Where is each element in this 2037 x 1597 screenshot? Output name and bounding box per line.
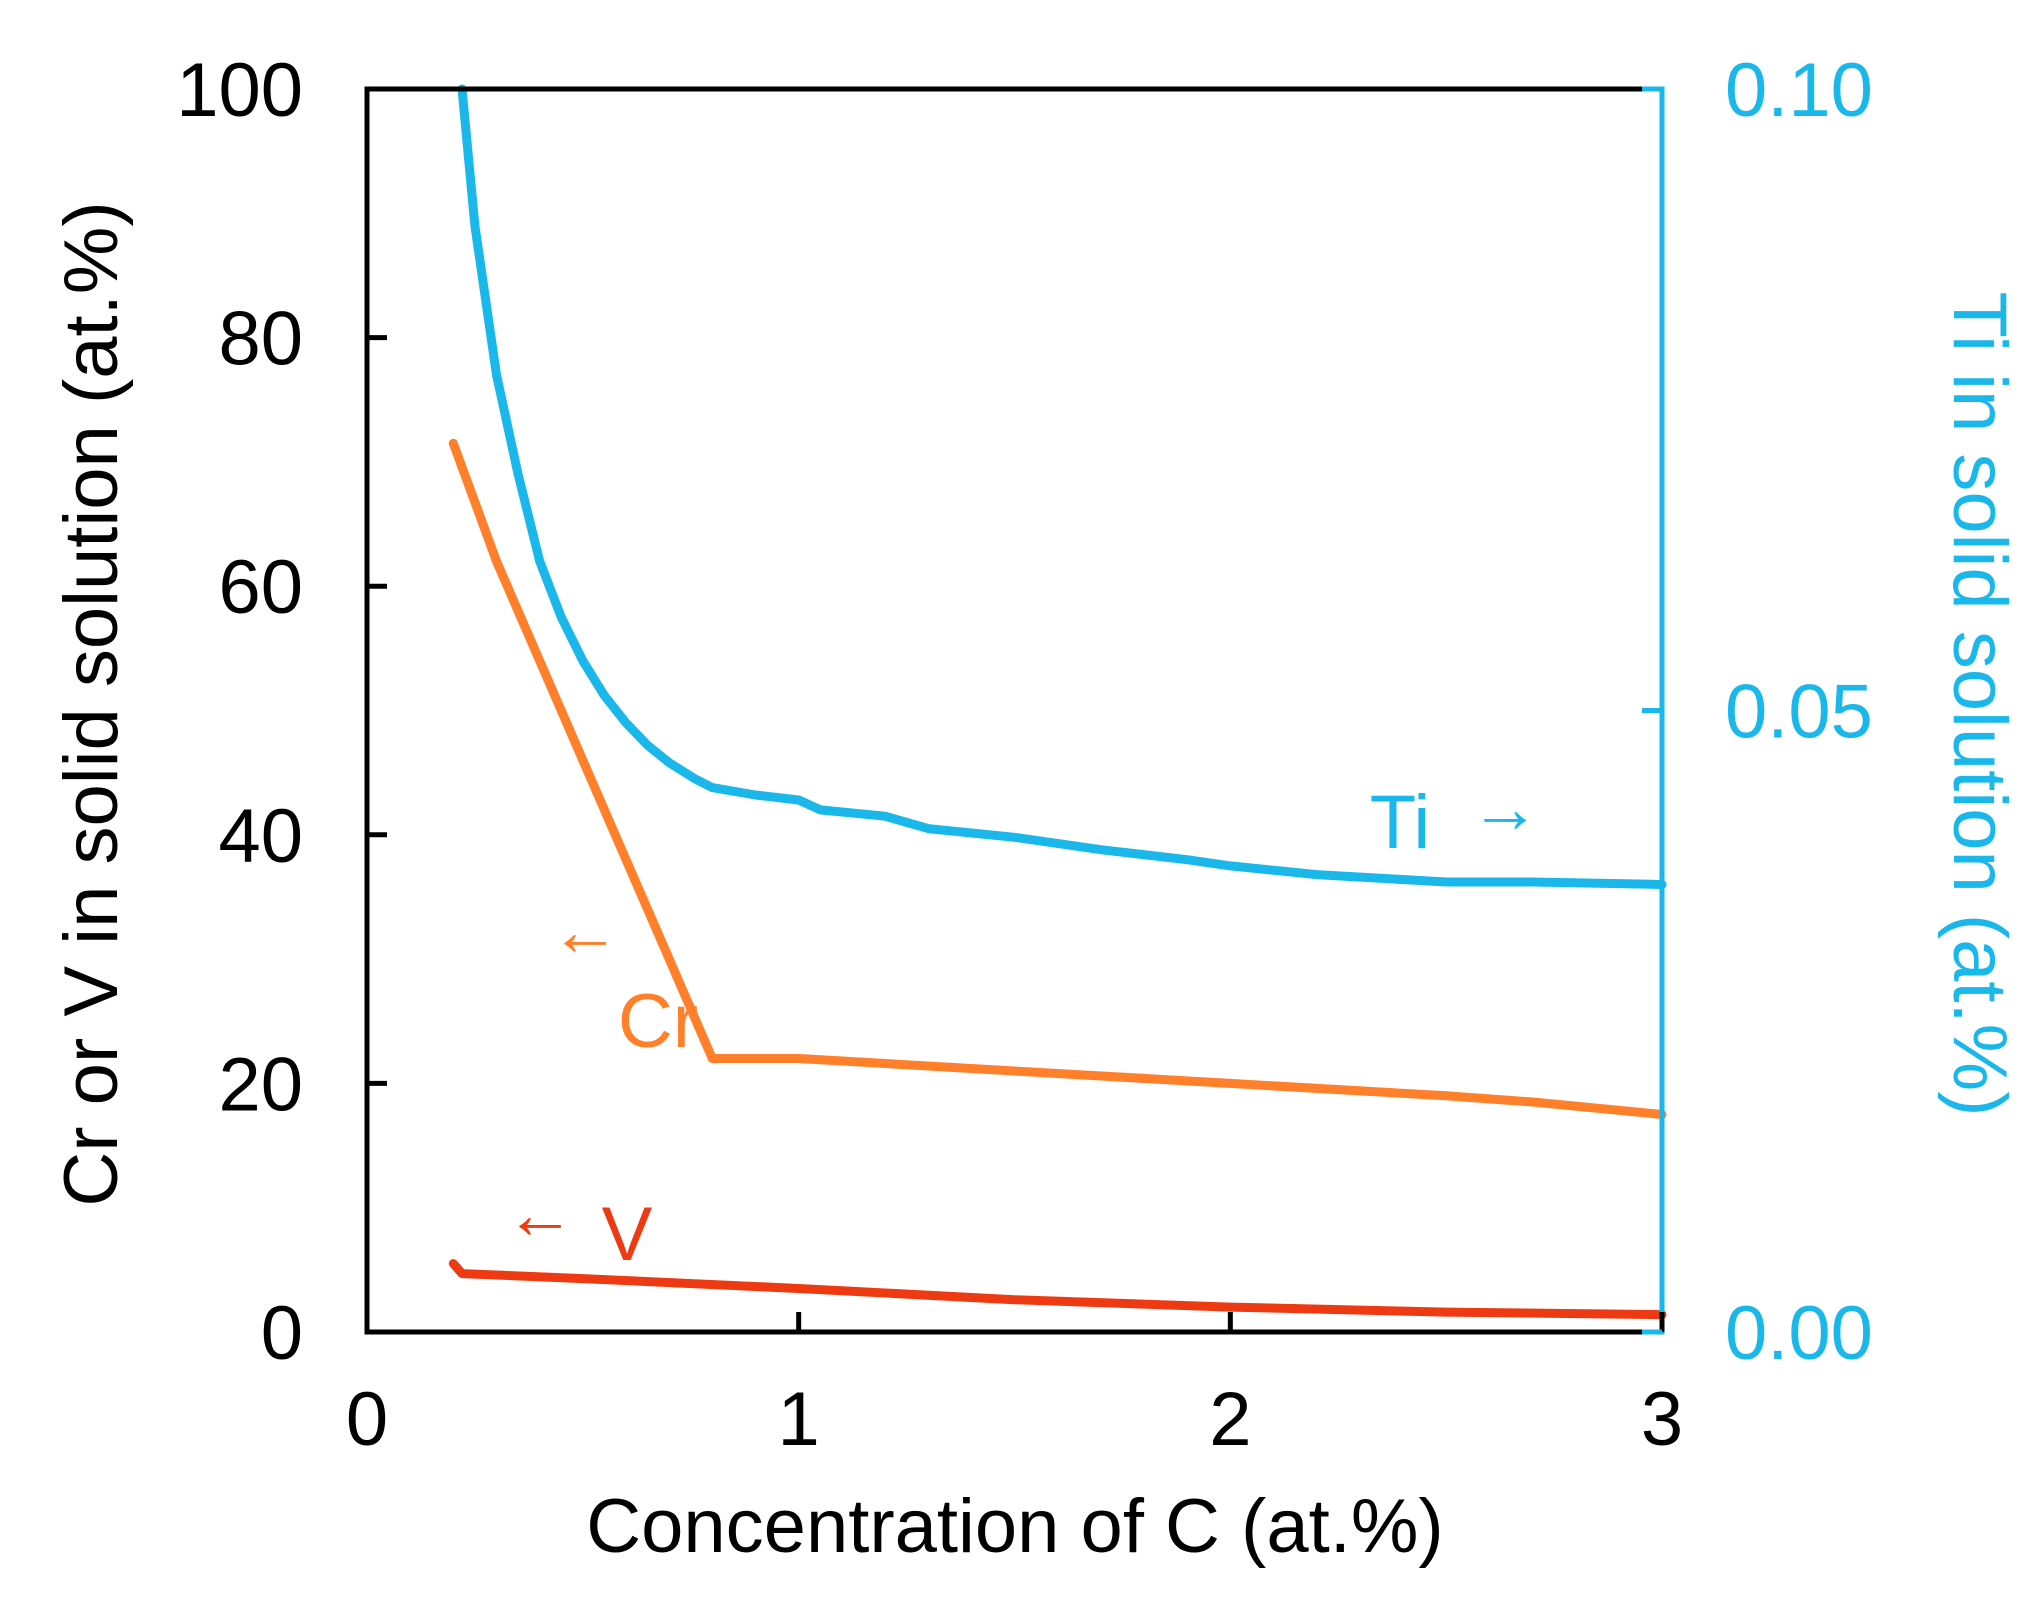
series-ti-line (457, 84, 1667, 889)
right-y-axis-title: Ti in solid solution (at.%) (1937, 291, 2022, 1116)
cr-left-arrow-icon: ← (550, 892, 620, 970)
left-y-tick-label: 0 (261, 1291, 303, 1376)
left-y-tick-label: 100 (176, 48, 303, 133)
v-label-text: V (602, 1192, 653, 1277)
cr-label-text: Cr (618, 979, 698, 1064)
x-axis-title: Concentration of C (at.%) (586, 1484, 1444, 1569)
ticks-layer: 0 1 2 3 0 20 40 60 80 100 0.00 0.05 0.10 (176, 48, 1873, 1462)
cr-series-label: ← Cr (550, 892, 698, 1064)
x-tick-label: 0 (346, 1377, 388, 1462)
left-y-axis-title: Cr or V in solid solution (at.%) (49, 201, 134, 1206)
left-y-tick-label: 40 (218, 794, 303, 879)
right-y-tick-label: 0.00 (1725, 1291, 1873, 1376)
left-y-tick-label: 60 (218, 545, 303, 630)
x-tick-label: 1 (778, 1377, 820, 1462)
right-y-tick-label: 0.05 (1725, 670, 1873, 755)
ti-series-label: Ti → (1370, 769, 1540, 865)
ti-right-arrow-icon: → (1470, 769, 1540, 847)
left-y-tick-label: 80 (218, 297, 303, 382)
series-v-line (448, 1259, 1667, 1320)
series-layer (448, 84, 1667, 1320)
x-tick-label: 3 (1641, 1377, 1683, 1462)
v-left-arrow-icon: ← (505, 1175, 575, 1253)
x-tick-label: 2 (1209, 1377, 1251, 1462)
plot-area: 0 1 2 3 0 20 40 60 80 100 0.00 0.05 0.10 (176, 48, 1873, 1462)
v-series-label: ← V (505, 1175, 653, 1277)
left-y-tick-label: 20 (218, 1042, 303, 1127)
right-y-tick-label: 0.10 (1725, 48, 1873, 133)
series-cr-line (448, 438, 1667, 1119)
ti-label-text: Ti (1370, 780, 1431, 865)
